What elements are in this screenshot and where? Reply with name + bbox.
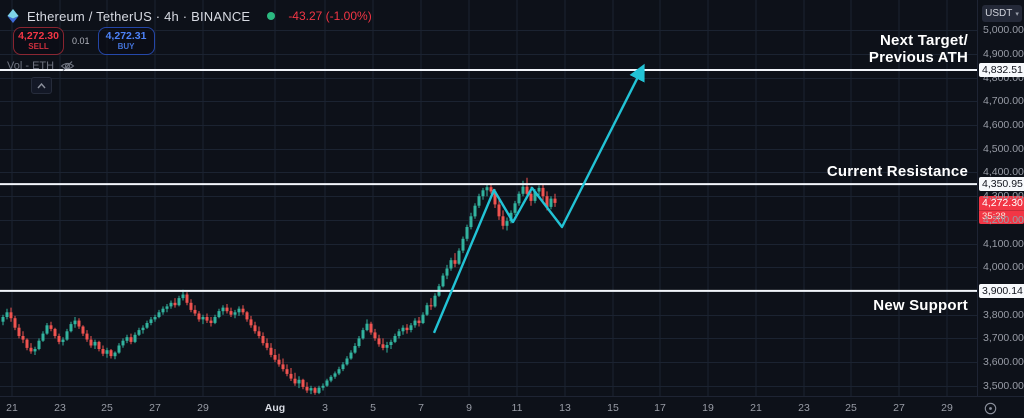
price-tick-label: 4,400.00 xyxy=(983,166,1024,179)
price-tick-label: 3,700.00 xyxy=(983,332,1024,345)
level-price-label: 4,350.95 xyxy=(979,177,1024,192)
collapse-pane-button[interactable] xyxy=(31,77,52,94)
time-tick-label: 29 xyxy=(197,402,209,414)
chevron-up-icon xyxy=(37,82,46,88)
timezone-settings-button[interactable] xyxy=(982,400,999,417)
price-tick-label: 3,600.00 xyxy=(983,356,1024,369)
time-tick-label: 25 xyxy=(845,402,857,414)
price-tick-label: 3,800.00 xyxy=(983,308,1024,321)
time-tick-label: 25 xyxy=(101,402,113,414)
price-tick-label: 4,300.00 xyxy=(983,190,1024,203)
buy-button[interactable]: 4,272.31 BUY xyxy=(97,27,155,55)
symbol-header: Ethereum / TetherUS · 4h · BINANCE -43.2… xyxy=(6,7,372,25)
time-tick-label: 7 xyxy=(418,402,424,414)
chevron-down-icon: ▾ xyxy=(1015,10,1019,18)
time-tick-label: 5 xyxy=(370,402,376,414)
volume-indicator-label[interactable]: Vol - ETH xyxy=(7,60,55,72)
currency-selector[interactable]: USDT ▾ xyxy=(982,5,1022,22)
time-axis[interactable]: 21 23 25 27 29 Aug 3 5 7 9 11 13 15 17 19 21 23 25 27 29 xyxy=(0,396,1024,418)
bar-countdown: 35:28 xyxy=(979,209,1024,224)
time-tick-label: 29 xyxy=(941,402,953,414)
time-tick-label: 3 xyxy=(322,402,328,414)
level-annotation: New Support xyxy=(873,296,968,314)
ethereum-logo-icon xyxy=(7,9,19,23)
buy-price: 4,272.31 xyxy=(105,29,147,42)
price-tick-label: 3,500.00 xyxy=(983,379,1024,392)
price-tick-label: 4,000.00 xyxy=(983,261,1024,274)
level-annotation: Next Target/ Previous ATH xyxy=(868,32,968,66)
time-tick-label: Aug xyxy=(264,402,286,414)
circle-dot-icon xyxy=(984,402,997,415)
price-tick-label: 4,200.00 xyxy=(983,213,1024,226)
time-tick-label: 19 xyxy=(702,402,714,414)
time-tick-label: 9 xyxy=(466,402,472,414)
volume-indicator-row: Vol - ETH xyxy=(7,60,75,72)
sell-button[interactable]: 4,272.30 SELL xyxy=(13,27,64,55)
time-tick-label: 23 xyxy=(798,402,810,414)
currency-label: USDT xyxy=(985,8,1013,19)
price-tick-label: 5,000.00 xyxy=(983,24,1024,37)
market-status-icon xyxy=(267,12,276,20)
price-tick-label: 4,500.00 xyxy=(983,142,1024,155)
sell-label: SELL xyxy=(28,42,49,52)
time-tick-label: 21 xyxy=(750,402,762,414)
time-tick-label: 27 xyxy=(893,402,905,414)
eye-off-icon[interactable] xyxy=(60,60,75,72)
level-annotation: Current Resistance xyxy=(826,163,968,181)
projection-arrow xyxy=(432,63,645,334)
price-tick-label: 4,700.00 xyxy=(983,95,1024,108)
price-tick-label: 4,900.00 xyxy=(983,48,1024,60)
time-tick-label: 13 xyxy=(559,402,571,414)
price-axis[interactable]: USDT ▾ 4,272.30 35:28 5,000.00 4,900.00 4,… xyxy=(977,0,1024,396)
trade-panel: 4,272.30 SELL 0.01 4,272.31 BUY xyxy=(13,27,155,55)
time-tick-label: 17 xyxy=(654,402,666,414)
time-tick-label: 11 xyxy=(511,402,523,414)
spread-value: 0.01 xyxy=(72,36,90,46)
chart-canvas[interactable] xyxy=(0,0,977,396)
buy-label: BUY xyxy=(117,42,135,52)
sell-price: 4,272.30 xyxy=(18,29,59,42)
price-tick-label: 4,600.00 xyxy=(983,119,1024,132)
time-tick-label: 21 xyxy=(6,402,18,414)
symbol-title[interactable]: Ethereum / TetherUS · 4h · BINANCE xyxy=(27,8,251,24)
time-tick-label: 23 xyxy=(54,402,66,414)
price-tick-label: 4,100.00 xyxy=(983,237,1024,250)
time-tick-label: 27 xyxy=(149,402,161,414)
level-price-label: 4,832.51 xyxy=(979,63,1024,77)
last-price-label: 4,272.30 35:28 xyxy=(979,195,1024,224)
level-price-label: 3,900.14 xyxy=(979,283,1024,298)
price-change: -43.27 (-1.00%) xyxy=(288,9,372,23)
last-price-value: 4,272.30 xyxy=(982,196,1023,209)
time-tick-label: 15 xyxy=(607,402,619,414)
